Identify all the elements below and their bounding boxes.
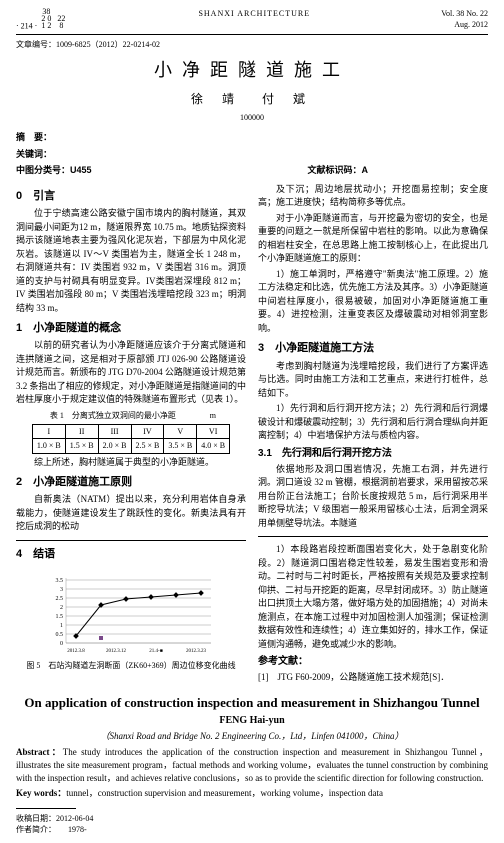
en-kw-label: Key words： — [16, 788, 66, 798]
td-6: 4.0 × B — [197, 439, 230, 453]
en-kw: tunnel，construction supervision and meas… — [66, 788, 383, 798]
svg-text:1.5: 1.5 — [56, 614, 64, 620]
article-code: 文章编号：1009-6825（2012）22-0214-02 — [16, 39, 488, 50]
th-5: V — [164, 425, 197, 439]
svg-text:3.5: 3.5 — [56, 578, 64, 584]
issue-line2: 8 — [55, 22, 67, 29]
recv-date: 收稿日期：2012-06-04 — [16, 813, 488, 824]
svg-text:2: 2 — [60, 605, 63, 611]
sec0-title: 0 引言 — [16, 189, 246, 204]
th-3: III — [98, 425, 131, 439]
en-abs: The study introduces the application of … — [16, 747, 488, 782]
sec2-title: 2 小净距隧道施工原则 — [16, 475, 246, 490]
td-5: 3.5 × B — [164, 439, 197, 453]
journal-en: SHANXI ARCHITECTURE — [198, 8, 310, 32]
td-1: 1.0 × B — [32, 439, 65, 453]
r-p3: 1）施工单洞时，严格遵守"新奥法"施工原理。2）施工方法稳定和比选，优先施工方法… — [258, 268, 488, 336]
sec2-p1: 自新奥法（NATM）提出以来，充分利用岩体自身承载能力，使隧道建设发生了跳跃性的… — [16, 493, 246, 534]
sec4-p1: 1）本段路岩段控断面围岩变化大，处于急剧变化阶段。2）隧道洞口围岩稳定性较差，易… — [258, 543, 488, 651]
svg-text:21.4-■: 21.4-■ — [149, 649, 162, 654]
svg-text:2.5: 2.5 — [56, 596, 64, 602]
abstract-label: 摘 要： — [16, 132, 52, 142]
sec1-p2: 综上所述，胸村隧道属于典型的小净距隧道。 — [16, 456, 246, 470]
td-3: 2.0 × B — [98, 439, 131, 453]
doc-code: 文献标识码：A — [308, 164, 369, 177]
date: Aug. 2012 — [441, 19, 488, 30]
chart-fig5: 0 0.5 1 1.5 2 2.5 3 3.5 2012.3.8 2012.3.12 21… — [16, 568, 246, 671]
sec4-title: 4 结语 — [16, 547, 246, 562]
sec0-p1: 位于宁绩高速公路安徽宁国市境内的胸村隧道，其双洞间最小间距为12 m，隧道限界宽… — [16, 207, 246, 315]
sec3-title: 3 小净距隧道施工方法 — [258, 341, 488, 356]
svg-text:0.5: 0.5 — [56, 632, 64, 638]
sec1-p1: 以前的研究者认为小净距隧道应该介于分离式隧道和连拱隧道之间，这是相对于原部颁 J… — [16, 339, 246, 407]
td-2: 1.5 × B — [65, 439, 98, 453]
ref-1: [1] JTG F60-2009，公路隧道施工技术规范[S]． — [258, 671, 488, 684]
author-bio: 作者简介： 1978- — [16, 824, 488, 835]
th-2: II — [65, 425, 98, 439]
svg-text:1: 1 — [60, 623, 63, 629]
r-p2: 对于小净距隧道而言，与开挖最为密切的安全，也是重要的问题之一就是所保留中岩柱的影… — [258, 212, 488, 266]
vol-line2: 2 0 1 2 — [39, 15, 53, 29]
authors: 徐 靖 付 斌 — [16, 91, 488, 108]
sec3-p1: 考虑到胸村隧道为浅埋暗挖段，我们进行了方案评选与比选。同时由施工方法和工艺重点，… — [258, 360, 488, 401]
clc-label: 中图分类号：U455 — [16, 164, 92, 177]
page-number: · 214 · — [16, 21, 37, 30]
vol-no: Vol. 38 No. 22 — [441, 8, 488, 19]
svg-text:3: 3 — [60, 587, 63, 593]
td-4: 2.5 × B — [131, 439, 164, 453]
en-title: On application of construction inspectio… — [16, 694, 488, 712]
sec3-1-p1: 依据地形及洞口围岩情况，先施工右洞，并先进行洞。洞口道设 32 m 管棚，根据洞… — [258, 463, 488, 531]
th-1: I — [32, 425, 65, 439]
en-author: FENG Hai-yun — [16, 714, 488, 728]
chart-caption: 图 5 石站沟隧道左洞断面（ZK60+369）周边位移变化曲线 — [16, 660, 246, 671]
en-abs-label: Abstract： — [16, 747, 63, 757]
svg-text:2012.3.23: 2012.3.23 — [186, 649, 207, 654]
org-code: 100000 — [16, 112, 488, 123]
svg-text:2012.3.8: 2012.3.8 — [67, 649, 85, 654]
keywords-label: 关键词： — [16, 149, 52, 159]
svg-text:0: 0 — [60, 641, 63, 647]
svg-text:2012.3.12: 2012.3.12 — [106, 649, 127, 654]
sec3-p2: 1）先行洞和后行洞开挖方法；2）先行洞和后行洞爆破设计和爆破震动控制；3）先行洞… — [258, 402, 488, 443]
table-unit: m — [210, 410, 216, 421]
r-p1: 及下沉；周边地层扰动小；开挖面易控制；安全度高；施工进度快；结构简称多等优点。 — [258, 183, 488, 210]
refs-title: 参考文献： — [258, 655, 488, 669]
sec3-1-title: 3.1 先行洞和后行洞开挖方法 — [258, 447, 488, 461]
table-1: I II III IV V VI 1.0 × B 1.5 × B 2.0 × B… — [32, 424, 230, 453]
th-4: IV — [131, 425, 164, 439]
th-6: VI — [197, 425, 230, 439]
sec1-title: 1 小净距隧道的概念 — [16, 321, 246, 336]
article-title: 小净距隧道施工 — [16, 58, 488, 83]
table-caption: 表 1 分离式独立双洞间的最小净距 — [50, 411, 176, 420]
en-org: （Shanxi Road and Bridge No. 2 Engineerin… — [16, 730, 488, 743]
